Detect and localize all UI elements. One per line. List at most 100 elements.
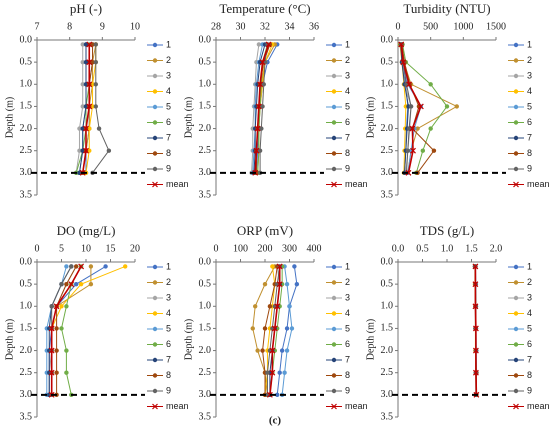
legend-label: 1 [345, 39, 350, 49]
legend-marker [513, 388, 519, 394]
legend-label: mean [345, 401, 368, 411]
x-tick-label: 100 [233, 243, 248, 254]
y-tick-label: 3.5 [20, 189, 33, 200]
y-axis-label: Depth (m) [183, 319, 194, 360]
point [284, 326, 290, 331]
legend-marker [513, 311, 519, 316]
legend-marker [152, 151, 158, 156]
point [123, 264, 128, 269]
caption: (c) [269, 415, 282, 427]
mean-marker [253, 147, 260, 154]
legend-label: mean [345, 179, 368, 189]
legend-marker [152, 403, 158, 410]
legend-label: 2 [345, 277, 350, 287]
point [93, 59, 99, 65]
legend-label: 4 [345, 86, 350, 96]
x-tick-label: 5 [59, 243, 64, 254]
point [80, 59, 85, 65]
point [64, 281, 69, 287]
y-tick-label: 2.0 [381, 123, 394, 134]
y-tick-label: 2.0 [199, 345, 212, 356]
panel-title: pH (-) [70, 1, 102, 16]
legend-marker [513, 264, 519, 270]
legend-marker [513, 42, 519, 48]
legend-label: 1 [527, 39, 532, 49]
x-tick-label: 32 [260, 21, 270, 32]
mean-marker [68, 281, 75, 288]
mean-marker [266, 391, 273, 398]
y-tick-label: 0.0 [199, 34, 212, 45]
point [83, 104, 89, 109]
mean-marker [410, 147, 416, 154]
mean-marker [472, 369, 479, 376]
point [64, 348, 69, 353]
mean-marker [86, 41, 93, 48]
y-tick-label: 0.0 [199, 256, 212, 267]
legend-marker [331, 89, 337, 94]
panel-title: TDS (g/L) [420, 223, 475, 238]
point [282, 370, 287, 375]
point [284, 348, 290, 353]
legend-label: 5 [166, 101, 171, 111]
legend-marker [331, 280, 337, 285]
y-tick-label: 0.5 [20, 278, 33, 289]
point [88, 264, 94, 269]
point [93, 82, 99, 87]
point [405, 148, 410, 153]
y-tick-label: 0.5 [199, 56, 212, 67]
x-tick-label: 0 [214, 243, 219, 254]
panel-title: DO (mg/L) [57, 223, 116, 238]
point [90, 59, 95, 65]
point [54, 326, 59, 331]
point [59, 304, 64, 309]
legend-label: 7 [345, 132, 350, 142]
point [103, 264, 108, 269]
legend-marker [331, 58, 337, 63]
y-tick-label: 1.0 [20, 301, 33, 312]
y-tick-label: 3.5 [199, 189, 212, 200]
x-tick-label: 10 [130, 21, 140, 32]
legend-label: 4 [527, 86, 532, 96]
x-tick-label: 0.5 [416, 243, 429, 254]
legend-label: mean [166, 179, 189, 189]
mean-marker [276, 281, 283, 288]
legend-marker [513, 373, 519, 378]
legend-marker [152, 166, 158, 172]
x-tick-label: 0 [35, 243, 40, 254]
mean-marker [265, 41, 272, 48]
y-axis-label: Depth (m) [365, 97, 376, 138]
mean-marker [276, 263, 283, 270]
legend-marker [513, 89, 519, 94]
mean-marker [86, 81, 93, 88]
legend-marker [331, 166, 337, 172]
y-tick-label: 1.0 [199, 79, 212, 90]
mean-marker [255, 103, 262, 110]
legend-label: 3 [166, 70, 171, 80]
x-tick-label: 15 [106, 243, 116, 254]
legend-label: 2 [527, 55, 532, 65]
mean-marker [48, 325, 55, 332]
mean-marker [86, 59, 93, 66]
mean-marker [78, 263, 85, 270]
point [289, 326, 295, 331]
x-tick-label: 400 [307, 243, 322, 254]
legend-marker [331, 311, 337, 316]
point [420, 148, 426, 153]
point [54, 370, 59, 375]
legend-label: 7 [345, 354, 350, 364]
mean-marker [254, 125, 261, 132]
legend-label: 5 [345, 101, 350, 111]
legend-label: 5 [527, 101, 532, 111]
panel-title: ORP (mV) [237, 223, 293, 238]
mean-marker [274, 303, 281, 310]
legend-marker [152, 326, 158, 332]
mean-marker [472, 347, 479, 354]
point [265, 370, 270, 375]
mean-marker [398, 41, 405, 48]
x-tick-label: 200 [258, 243, 273, 254]
point [90, 82, 95, 87]
legend-marker [331, 295, 337, 301]
legend-marker [513, 120, 519, 125]
y-axis-label: Depth (m) [365, 319, 376, 360]
legend-marker [331, 120, 337, 125]
